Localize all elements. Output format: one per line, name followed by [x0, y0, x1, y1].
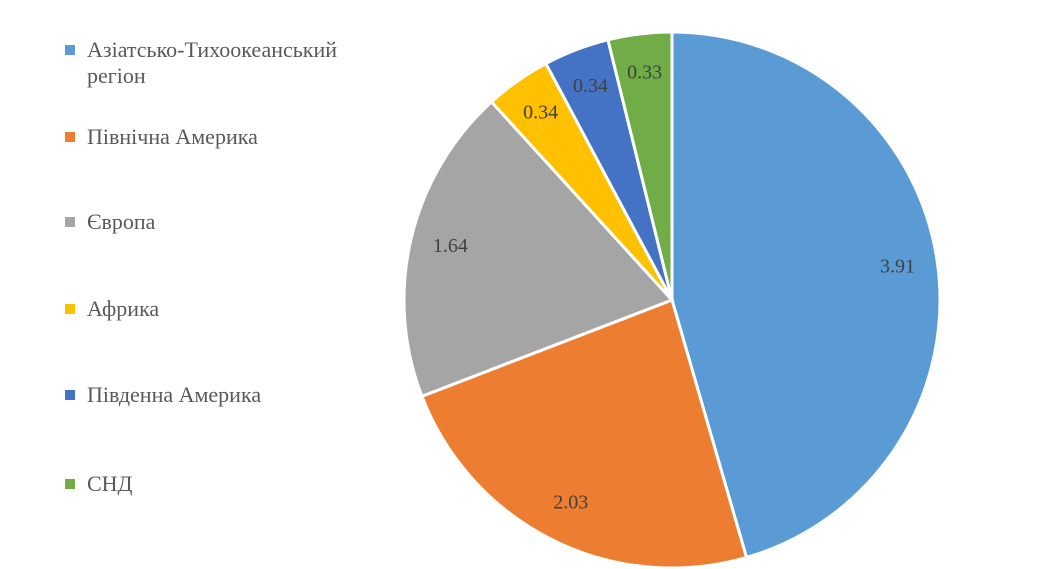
legend-label: Північна Америка	[87, 124, 258, 149]
legend-label: СНД	[87, 471, 133, 496]
legend-label: Європа	[87, 209, 156, 234]
legend-label: Південна Америка	[87, 382, 262, 407]
data-label: 0.34	[573, 75, 608, 97]
legend-swatch	[65, 45, 75, 55]
pie-slice	[670, 30, 942, 560]
data-label: 3.91	[880, 256, 915, 278]
legend-swatch	[65, 390, 75, 400]
data-label: 2.03	[553, 492, 588, 514]
pie-slice	[419, 298, 749, 569]
data-label: 0.33	[627, 61, 662, 83]
legend-swatch	[65, 132, 75, 142]
pie-slice	[606, 30, 674, 301]
pie-slice	[402, 99, 675, 399]
legend-label: Азіатсько-Тихоокеанський регіон	[87, 37, 338, 88]
data-label: 1.64	[433, 235, 468, 257]
legend-swatch	[65, 479, 75, 489]
legend-swatch	[65, 217, 75, 227]
legend-label: Африка	[87, 296, 160, 321]
data-label: 0.34	[523, 101, 558, 123]
legend-swatch	[65, 304, 75, 314]
